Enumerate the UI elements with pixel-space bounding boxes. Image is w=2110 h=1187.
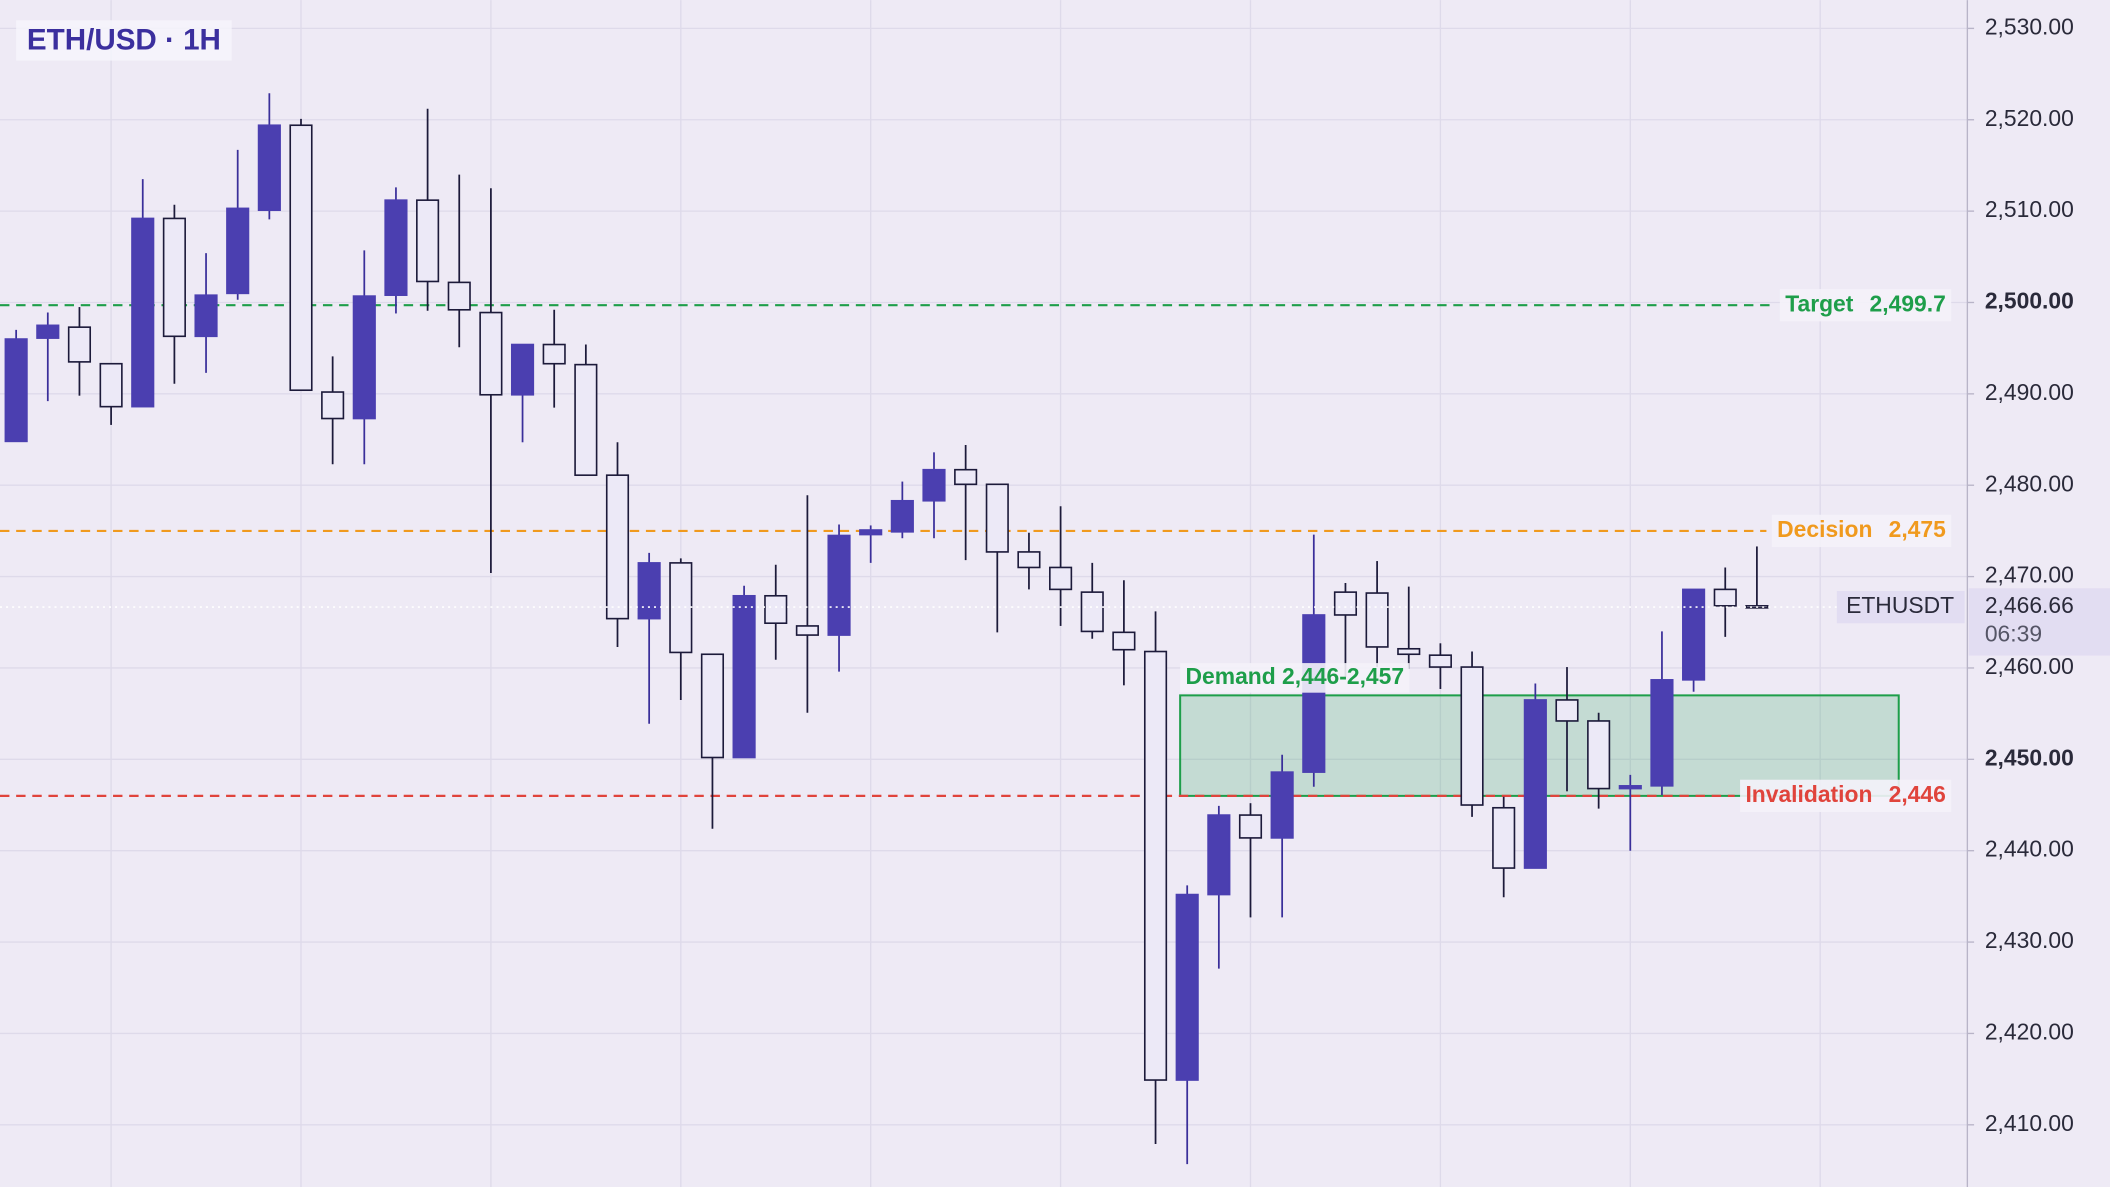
y-tick-label: 2,520.00 (1985, 105, 2074, 131)
level-name: Decision (1777, 516, 1872, 542)
title-background (16, 20, 232, 61)
candle-body (700, 653, 725, 759)
y-tick-label: 2,470.00 (1985, 562, 2074, 588)
candle-body (574, 363, 598, 476)
candle-body (1713, 588, 1737, 607)
level-name: Invalidation (1745, 781, 1872, 807)
candle-body (795, 625, 819, 636)
level-name: Target (1785, 290, 1854, 316)
candle-body (605, 474, 630, 620)
zone-label-background (1180, 663, 1410, 693)
level-value: 2,475 (1889, 516, 1946, 542)
y-tick-label: 2,490.00 (1985, 379, 2074, 405)
candle-body (922, 468, 946, 502)
level-value: 2,446 (1889, 781, 1946, 807)
symbol-tag (1836, 590, 1965, 624)
candle-body (289, 124, 313, 392)
candle-body (1492, 806, 1516, 869)
y-tick-label: 2,510.00 (1985, 196, 2074, 222)
candle-body (1207, 814, 1231, 896)
y-tick-label: 2,430.00 (1985, 927, 2074, 953)
candle-body (954, 468, 978, 486)
candle-body (1650, 679, 1674, 787)
candle-body (99, 362, 123, 408)
y-tick-label: 2,530.00 (1985, 13, 2074, 39)
candle-body (1333, 591, 1358, 616)
candle-body (1397, 647, 1421, 656)
candle-body (1017, 551, 1041, 569)
candle-body (1428, 654, 1452, 668)
candle-body (1682, 588, 1706, 681)
symbol-label: ETHUSDT (1846, 592, 1954, 618)
candle-body (1112, 631, 1136, 651)
candle-body (257, 124, 281, 212)
candle-body (447, 281, 471, 311)
candle-body (1143, 650, 1168, 1081)
y-axis: 2,410.00 2,420.00 2,430.00 2,440.00 2,450.00… (1967, 13, 2074, 1136)
candle-body (764, 594, 788, 625)
chart-title: ETH/USD · 1H (27, 24, 221, 57)
candle-body (510, 343, 535, 396)
candle-body (1049, 566, 1073, 591)
candle-body (1302, 614, 1326, 773)
candle-body (732, 594, 756, 759)
candle-body (985, 483, 1009, 553)
candle-body (67, 326, 92, 363)
candle-body (890, 499, 914, 533)
level-label-background (1779, 289, 1952, 322)
last-price-label: 2,466.66 (1985, 592, 2074, 618)
candle-body (1618, 785, 1642, 790)
candle-body (352, 295, 376, 420)
candle-body (1555, 699, 1579, 722)
y-tick-label: 2,420.00 (1985, 1018, 2074, 1044)
candle-body (1587, 720, 1611, 790)
plot (0, 93, 1900, 1165)
candle-body (542, 343, 566, 365)
candle-body (194, 294, 218, 338)
candle-body (131, 217, 155, 408)
level-label-background (1740, 779, 1952, 813)
y-tick-label: 2,440.00 (1985, 836, 2074, 862)
zone-label: Demand 2,446-2,457 (1186, 663, 1405, 689)
grid (0, 0, 1968, 1187)
candle-body (1238, 814, 1263, 839)
y-tick-label: 2,500.00 (1985, 288, 2074, 314)
candle-body (1365, 592, 1389, 648)
candle-body (321, 391, 345, 420)
candle-body (827, 534, 851, 636)
candle-body (36, 324, 60, 339)
candle-body (1080, 591, 1104, 633)
y-tick-label: 2,410.00 (1985, 1110, 2074, 1136)
candle-body (1523, 699, 1547, 869)
candle-body (637, 562, 661, 620)
candle-body (1270, 771, 1294, 839)
candle-body (1175, 893, 1199, 1081)
candle-body (226, 207, 250, 295)
candle-body (479, 311, 503, 396)
y-tick-label: 2,460.00 (1985, 653, 2074, 679)
candle-body (162, 217, 186, 338)
countdown-label: 06:39 (1985, 620, 2042, 646)
candle-body (859, 529, 883, 536)
level-value: 2,499.7 (1870, 290, 1946, 316)
candle-body (1460, 666, 1484, 806)
level-label-background (1771, 514, 1952, 548)
candle-body (384, 199, 408, 296)
candle-body (4, 338, 28, 443)
price-tag (1968, 588, 2110, 656)
y-tick-label: 2,480.00 (1985, 470, 2074, 496)
candle-body (416, 199, 440, 283)
y-tick-label: 2,450.00 (1985, 744, 2074, 770)
